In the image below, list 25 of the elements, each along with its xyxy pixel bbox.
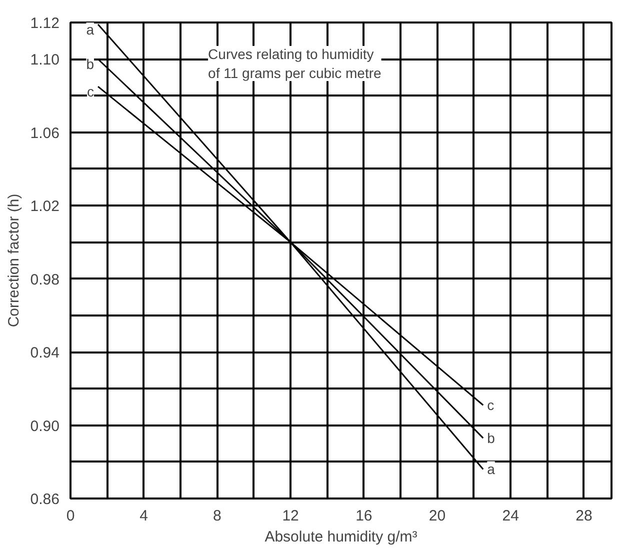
y-axis-title: Correction factor (h) xyxy=(5,194,22,328)
y-tick-label: 1.10 xyxy=(30,52,60,69)
y-tick-label: 1.02 xyxy=(30,198,60,216)
x-tick-label: 24 xyxy=(502,508,519,524)
x-tick-label: 8 xyxy=(213,508,222,524)
series-label: c xyxy=(487,397,494,414)
x-tick-label: 28 xyxy=(576,508,592,524)
x-tick-label: 0 xyxy=(66,508,75,524)
text: a xyxy=(86,21,94,38)
series-label: a xyxy=(487,461,496,478)
x-axis-title: Absolute humidity g/m³ xyxy=(264,528,418,546)
y-tick-label: 1.06 xyxy=(30,124,60,142)
text: b xyxy=(86,56,94,72)
y-tick-label: 0.86 xyxy=(30,491,60,508)
annotation: Curves relating to humidity of 11 grams per cubic metre xyxy=(208,46,382,82)
x-tick-label: 20 xyxy=(428,508,446,524)
x-tick-label: 4 xyxy=(140,508,148,524)
text: c xyxy=(87,84,94,100)
y-tick-label: 0.94 xyxy=(30,344,60,362)
y-tick-label: 0.98 xyxy=(30,271,60,288)
x-tick-label: 16 xyxy=(356,508,372,524)
y-tick-label: 0.90 xyxy=(30,418,60,435)
series-label: b xyxy=(487,430,496,446)
y-tick-label: 1.12 xyxy=(30,15,60,32)
x-tick-label: 12 xyxy=(282,508,299,524)
